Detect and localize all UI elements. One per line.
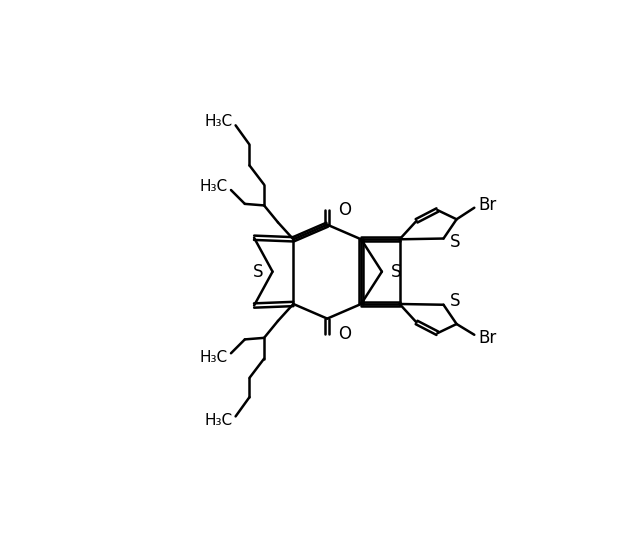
Text: H₃C: H₃C [204, 413, 232, 428]
Text: O: O [338, 325, 351, 343]
Text: S: S [391, 263, 402, 281]
Text: Br: Br [478, 329, 497, 347]
Text: S: S [253, 263, 263, 281]
Text: H₃C: H₃C [204, 114, 232, 129]
Text: H₃C: H₃C [200, 178, 228, 194]
Text: S: S [450, 233, 460, 251]
Text: O: O [338, 201, 351, 219]
Text: S: S [450, 292, 460, 310]
Text: Br: Br [478, 196, 497, 214]
Text: H₃C: H₃C [200, 350, 228, 364]
